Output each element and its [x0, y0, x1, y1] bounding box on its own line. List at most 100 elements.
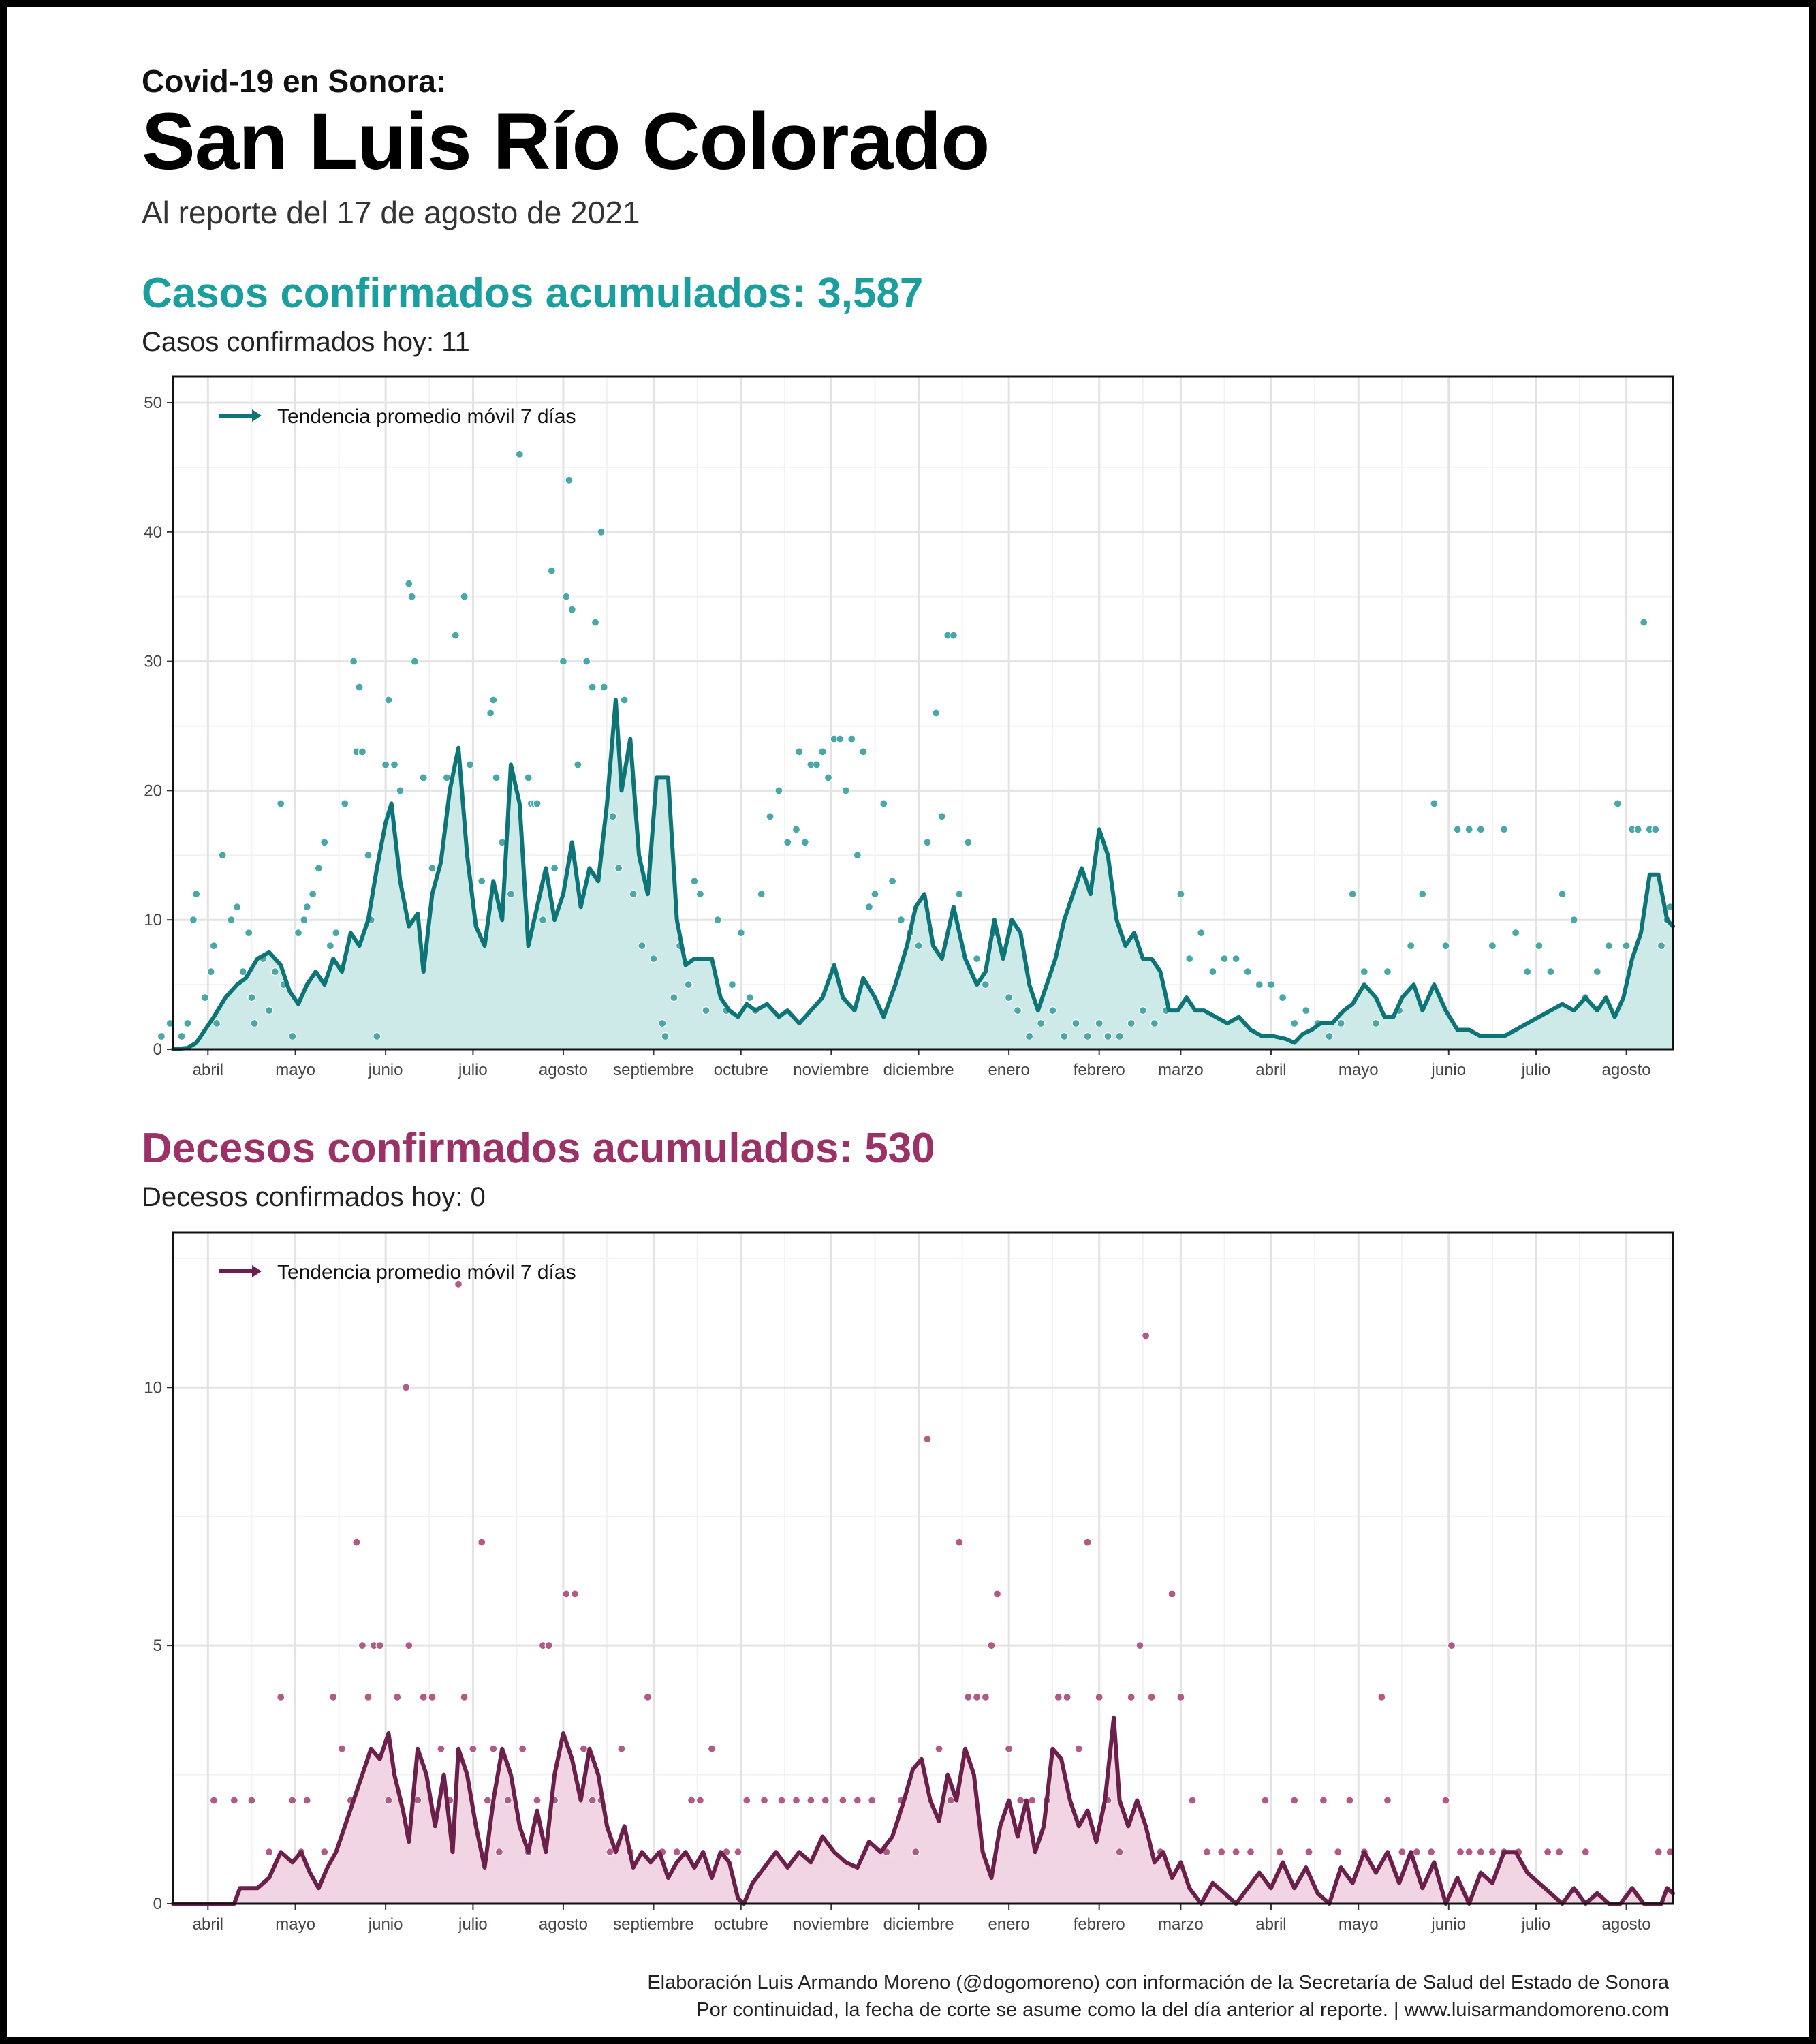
- daily-point: [565, 476, 574, 484]
- y-tick-label: 5: [153, 1637, 162, 1655]
- daily-point: [1441, 942, 1450, 950]
- daily-point: [1071, 1019, 1080, 1028]
- daily-point: [964, 1692, 973, 1702]
- daily-point: [355, 683, 364, 692]
- y-tick-label: 0: [153, 1040, 162, 1059]
- daily-point: [518, 1744, 527, 1753]
- daily-point: [608, 812, 617, 821]
- daily-point: [1037, 1019, 1046, 1028]
- daily-point: [483, 1796, 492, 1805]
- daily-point: [1197, 929, 1206, 938]
- daily-point: [591, 618, 600, 627]
- daily-point: [1208, 967, 1217, 976]
- page-title: San Luis Río Colorado: [142, 97, 990, 187]
- daily-point: [1048, 1006, 1057, 1015]
- daily-point: [1302, 1006, 1311, 1015]
- daily-point: [247, 1796, 256, 1805]
- daily-point: [1453, 825, 1462, 834]
- daily-point: [200, 993, 210, 1002]
- x-tick-label: abril: [1255, 1915, 1286, 1934]
- daily-point: [567, 605, 576, 614]
- footer: Elaboración Luis Armando Moreno (@dogomo…: [647, 1969, 1669, 2024]
- daily-point: [544, 1641, 553, 1650]
- daily-point: [1633, 825, 1642, 834]
- daily-point: [736, 929, 745, 938]
- daily-point: [1488, 942, 1497, 950]
- cases-chart: abril mayo junio julio agosto septiembre octub…: [144, 375, 1675, 1079]
- daily-point: [582, 657, 591, 666]
- daily-point: [329, 1692, 338, 1702]
- daily-point: [1465, 825, 1473, 834]
- daily-point: [1430, 799, 1439, 808]
- trend-area: [173, 700, 1673, 1049]
- daily-point: [1150, 1019, 1159, 1028]
- daily-point: [713, 916, 722, 925]
- daily-point: [390, 760, 399, 769]
- daily-point: [599, 683, 608, 692]
- daily-point: [503, 1796, 512, 1805]
- y-tick-label: 50: [144, 394, 162, 412]
- daily-point: [1115, 1032, 1124, 1041]
- daily-point: [358, 1641, 367, 1650]
- daily-point: [478, 877, 486, 886]
- daily-point: [792, 1796, 801, 1805]
- daily-point: [1141, 1331, 1150, 1340]
- footer-note: Por continuidad, la fecha de corte se as…: [696, 1999, 1669, 2021]
- daily-point: [451, 631, 460, 640]
- daily-point: [818, 747, 827, 756]
- daily-point: [460, 592, 469, 601]
- daily-point: [923, 1435, 932, 1444]
- daily-point: [839, 1796, 847, 1805]
- daily-point: [888, 877, 897, 886]
- x-tick-label: septiembre: [613, 1915, 694, 1934]
- x-tick-label: junio: [368, 1915, 403, 1934]
- daily-point: [745, 993, 754, 1002]
- daily-point: [1136, 1641, 1144, 1650]
- daily-point: [538, 916, 548, 925]
- daily-point: [588, 683, 597, 692]
- daily-point: [1535, 942, 1544, 950]
- daily-point: [373, 1032, 381, 1041]
- daily-point: [570, 1590, 580, 1598]
- legend-label: Tendencia promedio móvil 7 días: [277, 1261, 576, 1284]
- daily-point: [364, 851, 373, 860]
- daily-point: [1004, 993, 1014, 1002]
- x-tick-label: octubre: [714, 1915, 768, 1934]
- daily-point: [1127, 1019, 1136, 1028]
- daily-point: [684, 980, 693, 989]
- daily-point: [695, 1796, 705, 1805]
- daily-point: [1456, 1848, 1465, 1857]
- x-tick-label: noviembre: [793, 1915, 869, 1934]
- daily-point: [1304, 1848, 1313, 1857]
- daily-point: [478, 1538, 486, 1547]
- daily-point: [579, 1744, 589, 1753]
- daily-point: [1476, 1848, 1485, 1857]
- daily-point: [1334, 1848, 1343, 1857]
- deaths-today: Decesos confirmados hoy: 0: [142, 1182, 486, 1212]
- x-tick-label: marzo: [1158, 1915, 1204, 1934]
- daily-point: [247, 993, 256, 1002]
- daily-point: [213, 1019, 221, 1028]
- x-tick-label: abril: [193, 1915, 223, 1934]
- daily-point: [1377, 1692, 1386, 1702]
- daily-point: [835, 734, 845, 743]
- daily-point: [1651, 825, 1660, 834]
- x-tick-label: julio: [1521, 1915, 1551, 1934]
- daily-point: [265, 1848, 274, 1857]
- daily-point: [672, 1848, 681, 1857]
- daily-point: [1232, 954, 1240, 963]
- daily-point: [277, 799, 285, 808]
- daily-point: [1095, 1019, 1103, 1028]
- daily-point: [1176, 890, 1185, 899]
- daily-point: [1138, 1006, 1147, 1015]
- x-tick-label: agosto: [539, 1915, 588, 1934]
- daily-point: [506, 890, 516, 899]
- daily-point: [437, 1744, 445, 1753]
- daily-point: [302, 1796, 311, 1805]
- daily-point: [428, 1692, 437, 1702]
- daily-point: [1202, 1848, 1212, 1857]
- daily-point: [396, 786, 405, 795]
- daily-point: [300, 916, 309, 925]
- daily-point: [1074, 1744, 1083, 1753]
- daily-point: [218, 851, 227, 860]
